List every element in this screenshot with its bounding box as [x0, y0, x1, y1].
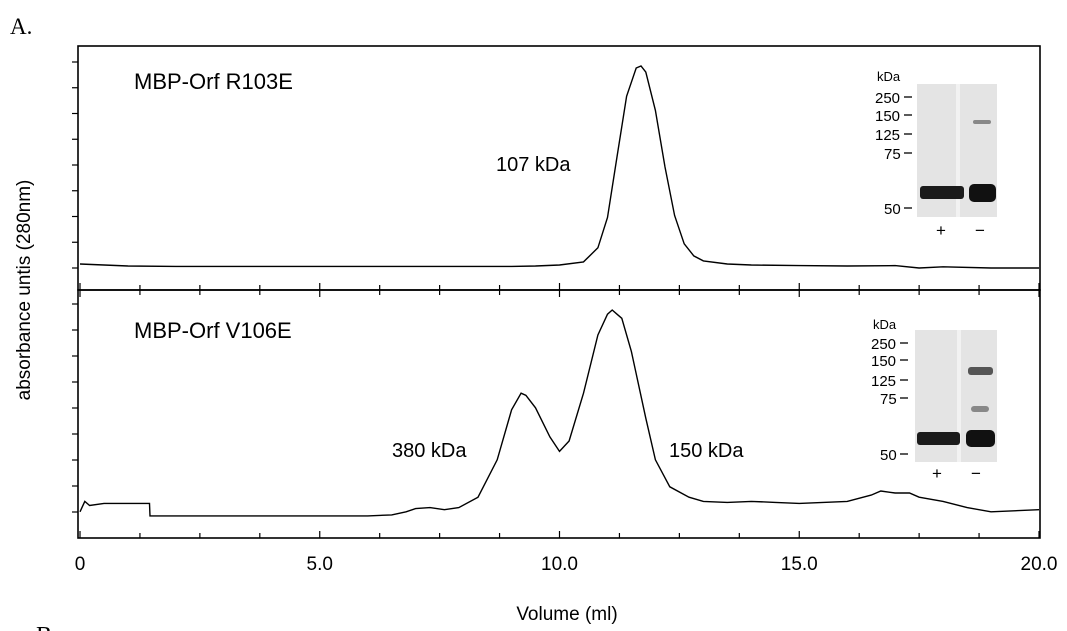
gel-band-minus-50-bottom [966, 430, 995, 447]
gel-lane-minus-bottom: − [971, 464, 981, 483]
chart-panel-bottom: 0 5.0 10.0 15.0 20.0 MBP-Orf V106E 380 kDa 1… [72, 283, 1057, 575]
gel-band-minus-150-bottom [968, 367, 993, 375]
gel-marker-50-top: 50 [884, 201, 901, 218]
gel-lane-plus-top: + [936, 221, 946, 240]
gel-inset-top: kDa 250 150 125 75 50 + − [875, 69, 997, 240]
gel-lane-gap-top [956, 84, 960, 217]
gel-unit-label-bottom: kDa [873, 317, 897, 332]
gel-marker-75-top: 75 [884, 146, 901, 163]
gel-band-minus-50-top [969, 184, 996, 202]
x-tick-label: 10.0 [541, 554, 578, 575]
x-tick-label: 20.0 [1021, 554, 1058, 575]
x-ticks: 0 5.0 10.0 15.0 20.0 [75, 283, 1058, 575]
gel-band-minus-75-bottom [971, 406, 989, 412]
x-tick-label: 15.0 [781, 554, 818, 575]
gel-marker-250-bottom: 250 [871, 336, 896, 353]
construct-label-bottom: MBP-Orf V106E [134, 318, 292, 343]
x-tick-label: 5.0 [307, 554, 333, 575]
gel-marker-125-top: 125 [875, 127, 900, 144]
gel-marker-150-bottom: 150 [871, 353, 896, 370]
gel-lane-gap-bottom [957, 330, 961, 462]
gel-band-plus-50-bottom [917, 432, 960, 445]
peak-label-107kda: 107 kDa [496, 154, 571, 176]
gel-lane-minus-top: − [975, 221, 985, 240]
construct-label-top: MBP-Orf R103E [134, 69, 293, 94]
gel-lane-plus-bottom: + [932, 464, 942, 483]
chromatogram-trace-bottom [79, 309, 1040, 517]
gel-band-minus-150-top [973, 120, 991, 124]
gel-marker-250-top: 250 [875, 90, 900, 107]
x-axis-label: Volume (ml) [516, 604, 617, 625]
y-ticks-top [72, 61, 78, 269]
peak-label-380kda: 380 kDa [392, 440, 467, 462]
chart-panel-top: MBP-Orf R103E 107 kDa kDa 250 150 125 75… [72, 45, 1041, 291]
gel-band-plus-50-top [920, 186, 964, 199]
x-tick-label: 0 [75, 554, 86, 575]
gel-marker-50-bottom: 50 [880, 447, 897, 464]
gel-marker-150-top: 150 [875, 108, 900, 125]
gel-marker-125-bottom: 125 [871, 373, 896, 390]
chromatogram-trace-top [79, 65, 1039, 269]
peak-label-150kda: 150 kDa [669, 440, 744, 462]
gel-marker-75-bottom: 75 [880, 391, 897, 408]
gel-inset-bottom: kDa 250 150 125 75 50 + − [871, 317, 997, 483]
next-panel-label: B [36, 623, 52, 631]
figure-panel-label: A. [10, 14, 32, 39]
y-ticks-bottom [72, 303, 78, 513]
gel-unit-label-top: kDa [877, 69, 901, 84]
y-axis-label: absorbance untis (280nm) [14, 180, 35, 401]
